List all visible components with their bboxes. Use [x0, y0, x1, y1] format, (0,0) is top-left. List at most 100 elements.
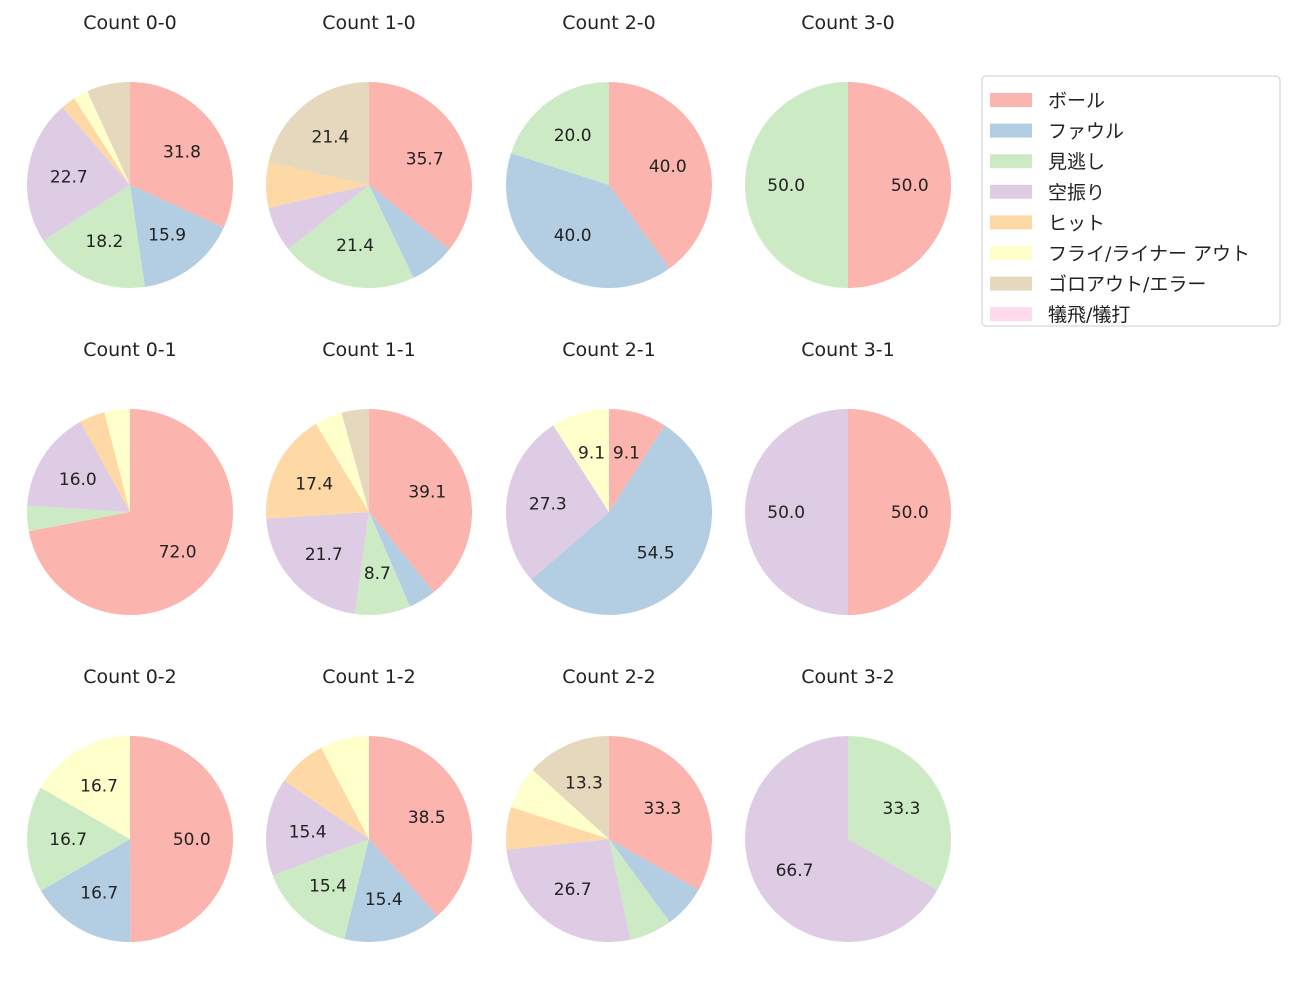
slice-label: 15.9 — [148, 225, 186, 245]
pie-slice-2 — [745, 82, 848, 288]
legend-box — [981, 75, 1281, 327]
legend-item-label: ファウル — [1048, 121, 1124, 143]
pie-slice-2 — [609, 839, 670, 940]
pie-count-2-2: Count 2-2 33.3 26.7 13.3 — [506, 666, 713, 942]
pie-count-0-2: Count 0-2 50.0 16.7 16.7 16.7 — [26, 666, 233, 942]
slice-label: 31.8 — [163, 143, 201, 163]
pie-slice-3 — [268, 185, 369, 250]
slice-label: 21.4 — [312, 128, 350, 148]
pie-slice-1 — [40, 839, 131, 942]
slice-label: 50.0 — [767, 176, 805, 196]
legend-swatch — [990, 123, 1032, 138]
pie-title: Count 3-2 — [801, 666, 895, 688]
pie-slice-1 — [369, 185, 450, 278]
pie-slice-0 — [848, 409, 951, 615]
pie-slice-5 — [321, 736, 369, 839]
pie-title: Count 0-1 — [83, 339, 177, 361]
legend-swatch — [990, 276, 1032, 291]
pie-slice-3 — [744, 736, 938, 943]
pie-title: Count 2-1 — [562, 339, 656, 361]
pie-count-1-1: Count 1-1 39.1 8.7 21.7 17.4 — [266, 339, 472, 615]
pie-slice-0 — [28, 409, 234, 616]
legend-item-label: ボール — [1048, 90, 1105, 112]
pie-slice-4 — [506, 807, 609, 850]
slice-label: 17.4 — [295, 474, 333, 494]
slice-label: 27.3 — [529, 494, 567, 514]
pie-slice-2 — [272, 839, 369, 940]
legend-item-label: ゴロアウト/エラー — [1048, 274, 1206, 296]
slice-label: 16.7 — [49, 830, 87, 850]
pie-slice-5 — [74, 91, 130, 185]
pie-slice-2 — [26, 787, 130, 891]
pie-slice-0 — [609, 409, 665, 512]
pie-slice-0 — [609, 736, 713, 891]
pie-slice-0 — [609, 82, 713, 269]
pie-title: Count 3-0 — [801, 12, 895, 34]
pie-slice-4 — [266, 423, 369, 519]
legend-swatch — [990, 93, 1032, 107]
pie-slice-1 — [531, 425, 713, 615]
slice-label: 33.3 — [644, 799, 682, 819]
pie-slice-3 — [745, 409, 848, 615]
pie-count-1-2: Count 1-2 38.5 15.4 15.4 15.4 — [266, 666, 472, 942]
pie-title: Count 2-0 — [562, 12, 656, 34]
slice-label: 54.5 — [637, 543, 675, 563]
pie-title: Count 1-1 — [322, 339, 416, 361]
slice-label: 15.4 — [289, 823, 327, 843]
slice-label: 9.1 — [578, 444, 605, 464]
pie-slice-6 — [268, 82, 369, 185]
pie-slice-0 — [130, 82, 234, 228]
pie-count-2-1: Count 2-1 9.1 54.5 27.3 9.1 — [506, 339, 713, 615]
pie-count-3-2: Count 3-2 33.3 66.7 — [744, 666, 951, 943]
pie-slice-2 — [354, 512, 410, 615]
pie-count-1-0: Count 1-0 35.7 21.4 21.4 — [266, 12, 472, 288]
slice-label: 66.7 — [776, 861, 814, 881]
slice-label: 22.7 — [50, 167, 88, 187]
legend-swatch — [990, 246, 1032, 260]
pie-slice-2 — [848, 736, 951, 891]
pie-title: Count 1-0 — [322, 12, 416, 34]
pie-title: Count 0-2 — [83, 666, 177, 688]
pie-slice-6 — [341, 409, 369, 512]
pie-slice-3 — [266, 512, 369, 615]
pie-slice-0 — [848, 82, 951, 288]
legend-swatch — [990, 184, 1032, 199]
pie-slice-5 — [553, 409, 609, 512]
slice-label: 26.7 — [554, 880, 592, 900]
slice-label: 38.5 — [408, 808, 446, 828]
slice-label: 50.0 — [891, 176, 929, 196]
pie-title: Count 0-0 — [83, 12, 177, 34]
pie-slice-4 — [266, 162, 369, 208]
pie-slice-3 — [27, 421, 130, 512]
pie-slice-3 — [26, 107, 130, 241]
pie-slice-0 — [369, 82, 472, 250]
pie-slice-4 — [284, 747, 369, 839]
slice-label: 50.0 — [173, 830, 211, 850]
pie-title: Count 2-2 — [562, 666, 656, 688]
pie-slice-5 — [104, 409, 130, 512]
legend-item-label: フライ/ライナー アウト — [1048, 243, 1250, 265]
pie-count-3-1: Count 3-1 50.0 50.0 — [745, 339, 951, 615]
pie-slice-3 — [506, 839, 631, 942]
pie-slice-0 — [130, 736, 233, 942]
pie-slice-4 — [80, 412, 130, 512]
slice-label: 20.0 — [554, 126, 592, 146]
pie-slice-1 — [130, 185, 224, 287]
pie-slice-3 — [506, 425, 609, 580]
pie-slice-1 — [369, 512, 434, 607]
pie-title: Count 1-2 — [322, 666, 416, 688]
pie-slice-5 — [40, 736, 130, 839]
slice-label: 15.4 — [309, 876, 347, 896]
legend-swatch — [990, 215, 1032, 230]
pie-count-0-0: Count 0-0 31.8 15.9 18.2 22.7 — [26, 12, 234, 288]
slice-label: 16.7 — [80, 776, 118, 796]
slice-label: 33.3 — [883, 799, 921, 819]
pie-slice-6 — [87, 82, 130, 185]
pie-slice-1 — [344, 839, 438, 942]
slice-label: 72.0 — [159, 542, 197, 562]
slice-label: 50.0 — [891, 503, 929, 523]
pie-title: Count 3-1 — [801, 339, 895, 361]
